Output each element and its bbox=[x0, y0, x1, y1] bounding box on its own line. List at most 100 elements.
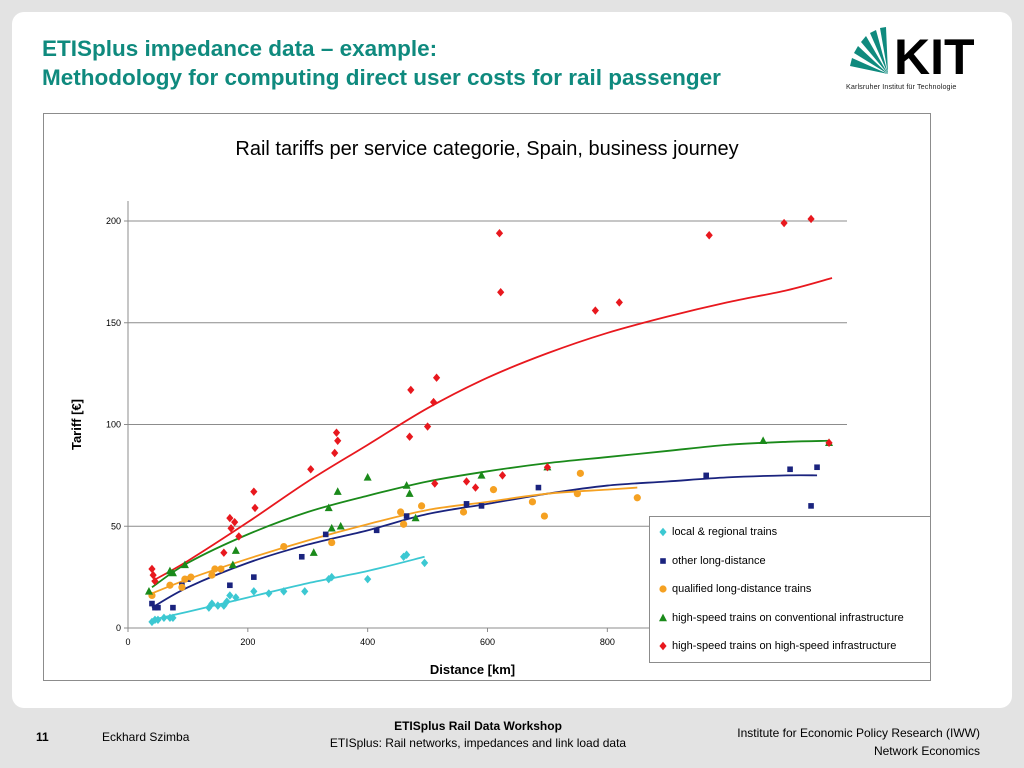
logo-text: KIT bbox=[894, 29, 975, 82]
legend-marker-square-icon bbox=[660, 557, 666, 564]
data-point-local-regional-trains bbox=[328, 572, 336, 582]
data-point-other-long-distance bbox=[814, 464, 820, 471]
data-point-local-regional-trains bbox=[400, 552, 408, 561]
data-point-qualified-long-distance-trains bbox=[211, 565, 219, 573]
kit-logo-icon: KIT bbox=[850, 27, 975, 85]
page-number: 11 bbox=[36, 730, 49, 744]
data-point-local-regional-trains bbox=[250, 587, 258, 596]
data-point-high-speed-trains-on-conventional-infrastructure bbox=[336, 521, 345, 530]
legend-marker bbox=[659, 613, 667, 621]
data-point-qualified-long-distance-trains bbox=[540, 512, 549, 520]
data-point-qualified-long-distance-trains bbox=[528, 498, 537, 506]
data-point-high-speed-trains-on-conventional-infrastructure bbox=[477, 470, 486, 479]
data-point-high-speed-trains-on-conventional-infrastructure bbox=[405, 489, 414, 497]
footer-subtitle: ETISplus: Rail networks, impedances and … bbox=[329, 736, 627, 750]
data-point-local-regional-trains bbox=[325, 574, 333, 584]
data-point-high-speed-trains-on-high-speed-infrastructure bbox=[334, 436, 342, 445]
data-point-high-speed-trains-on-high-speed-infrastructure bbox=[429, 397, 438, 407]
data-point-high-speed-trains-on-high-speed-infrastructure bbox=[220, 548, 228, 557]
legend-marker-triangle-icon bbox=[659, 613, 667, 621]
data-point-local-regional-trains bbox=[403, 550, 411, 559]
footer-center: ETISplus Rail Data Workshop ETISplus: Ra… bbox=[300, 718, 656, 752]
chart-title: Rail tariffs per service categorie, Spai… bbox=[235, 138, 739, 160]
data-point-other-long-distance bbox=[703, 472, 709, 479]
grid-layer bbox=[128, 220, 847, 527]
data-point-high-speed-trains-on-high-speed-infrastructure bbox=[615, 298, 623, 307]
author: Eckhard Szimba bbox=[102, 730, 190, 744]
data-point-local-regional-trains bbox=[232, 593, 240, 602]
data-point-high-speed-trains-on-high-speed-infrastructure bbox=[705, 231, 713, 240]
data-point-high-speed-trains-on-conventional-infrastructure bbox=[231, 546, 240, 554]
chart-plot: 05010015020002004006008001000 Distance [… bbox=[69, 201, 847, 677]
data-point-qualified-long-distance-trains bbox=[576, 469, 584, 477]
data-point-high-speed-trains-on-conventional-infrastructure bbox=[759, 436, 768, 444]
data-point-high-speed-trains-on-conventional-infrastructure bbox=[402, 481, 411, 489]
data-point-high-speed-trains-on-conventional-infrastructure bbox=[144, 586, 153, 595]
data-point-high-speed-trains-on-high-speed-infrastructure bbox=[250, 487, 258, 496]
data-point-local-regional-trains bbox=[154, 615, 162, 625]
trend-line-local-regional-trains bbox=[151, 555, 425, 621]
data-point-high-speed-trains-on-conventional-infrastructure bbox=[228, 560, 237, 569]
x-axis-title: Distance [km] bbox=[430, 662, 515, 677]
legend-marker bbox=[659, 585, 667, 593]
data-point-qualified-long-distance-trains bbox=[280, 543, 288, 551]
data-point-high-speed-trains-on-high-speed-infrastructure bbox=[462, 477, 471, 486]
x-tick-label: 200 bbox=[240, 637, 255, 647]
data-point-qualified-long-distance-trains bbox=[328, 538, 336, 547]
data-point-other-long-distance bbox=[478, 503, 485, 509]
y-tick-label: 150 bbox=[106, 318, 121, 328]
data-point-qualified-long-distance-trains bbox=[459, 508, 468, 516]
x-tick-label: 0 bbox=[125, 637, 130, 647]
y-tick-label: 100 bbox=[106, 420, 121, 430]
title-line-1: ETISplus impedance data – example: bbox=[42, 36, 438, 61]
institute-line-2: Network Economics bbox=[873, 744, 980, 758]
data-point-high-speed-trains-on-high-speed-infrastructure bbox=[332, 428, 341, 437]
data-point-other-long-distance bbox=[787, 466, 793, 473]
data-point-high-speed-trains-on-high-speed-infrastructure bbox=[543, 463, 552, 472]
x-tick-label: 800 bbox=[600, 637, 615, 647]
data-point-other-long-distance bbox=[808, 503, 814, 509]
data-point-other-long-distance bbox=[149, 600, 155, 607]
data-point-qualified-long-distance-trains bbox=[417, 502, 426, 510]
title-line-2: Methodology for computing direct user co… bbox=[42, 65, 721, 90]
legend-label: local & regional trains bbox=[672, 526, 778, 538]
data-point-high-speed-trains-on-high-speed-infrastructure bbox=[307, 465, 315, 474]
x-tick-label: 400 bbox=[360, 637, 375, 647]
data-point-other-long-distance bbox=[155, 604, 161, 611]
data-point-high-speed-trains-on-conventional-infrastructure bbox=[327, 523, 336, 532]
trend-line-other-long-distance bbox=[151, 474, 818, 609]
data-point-local-regional-trains bbox=[265, 589, 273, 598]
x-tick-label: 600 bbox=[480, 637, 495, 647]
data-point-other-long-distance bbox=[227, 582, 233, 589]
data-point-high-speed-trains-on-high-speed-infrastructure bbox=[431, 479, 439, 488]
data-point-high-speed-trains-on-high-speed-infrastructure bbox=[226, 513, 234, 523]
legend-marker-circle-icon bbox=[659, 585, 667, 593]
footer-title: ETISplus Rail Data Workshop bbox=[394, 719, 562, 733]
data-point-high-speed-trains-on-high-speed-infrastructure bbox=[591, 306, 599, 315]
data-point-local-regional-trains bbox=[420, 558, 429, 568]
data-point-other-long-distance bbox=[298, 553, 305, 560]
data-point-other-long-distance bbox=[373, 527, 380, 534]
logo-subtitle: Karlsruher Institut für Technologie bbox=[846, 82, 957, 91]
institute-line-1: Institute for Economic Policy Research (… bbox=[737, 726, 980, 740]
data-point-high-speed-trains-on-high-speed-infrastructure bbox=[471, 483, 480, 492]
legend-marker-diamond-icon bbox=[659, 642, 667, 651]
legend-marker bbox=[660, 557, 666, 564]
data-point-other-long-distance bbox=[535, 484, 542, 491]
legend-item-local-regional-trains: local & regional trains bbox=[658, 522, 777, 542]
legend-marker bbox=[659, 642, 667, 651]
legend-item-qualified-long-distance-trains: qualified long-distance trains bbox=[658, 579, 811, 599]
legend-label: high-speed trains on high-speed infrastr… bbox=[672, 640, 897, 653]
data-point-qualified-long-distance-trains bbox=[400, 520, 408, 528]
data-point-local-regional-trains bbox=[148, 617, 156, 627]
institute: Institute for Economic Policy Research (… bbox=[737, 724, 980, 760]
data-point-high-speed-trains-on-high-speed-infrastructure bbox=[780, 218, 788, 228]
data-point-high-speed-trains-on-conventional-infrastructure bbox=[333, 487, 342, 495]
y-tick-label: 50 bbox=[111, 521, 121, 531]
data-point-qualified-long-distance-trains bbox=[166, 581, 174, 589]
data-point-high-speed-trains-on-high-speed-infrastructure bbox=[825, 438, 833, 448]
y-tick-label: 0 bbox=[116, 623, 121, 633]
legend-item-high-speed-trains-on-conventional-infrastructure: high-speed trains on conventional infras… bbox=[658, 608, 904, 628]
data-point-other-long-distance bbox=[463, 501, 470, 507]
data-point-high-speed-trains-on-high-speed-infrastructure bbox=[331, 448, 339, 458]
